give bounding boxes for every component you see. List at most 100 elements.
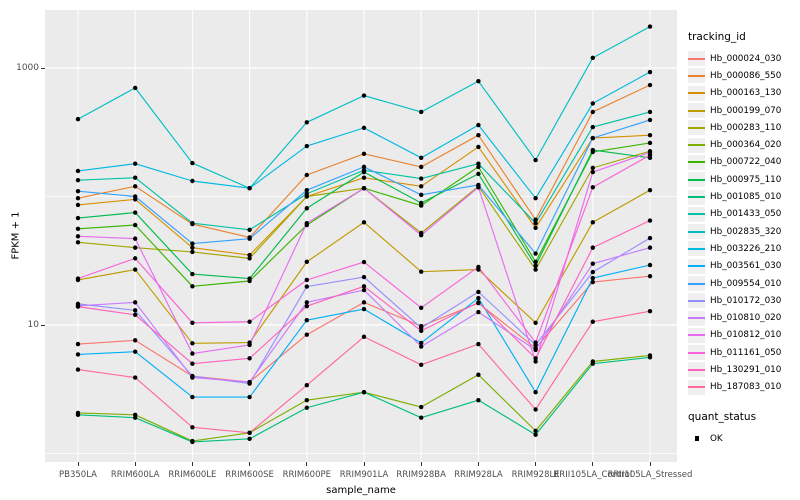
legend-items: Hb_000024_030 Hb_000086_550 Hb_000163_130 H… xyxy=(688,50,800,396)
data-point xyxy=(304,259,309,265)
data-point xyxy=(590,101,595,106)
x-tick-mark xyxy=(249,462,251,466)
data-point xyxy=(133,308,138,313)
legend-swatch xyxy=(688,51,705,67)
data-point xyxy=(419,232,424,238)
data-point xyxy=(476,300,481,305)
quant-status-label: OK xyxy=(710,433,723,444)
data-point xyxy=(419,192,424,198)
data-point xyxy=(647,109,653,115)
data-point xyxy=(75,116,81,122)
data-point xyxy=(533,225,538,231)
data-point xyxy=(361,287,367,293)
data-point xyxy=(247,276,252,281)
x-tick-label-RRIM600PE: RRIM600PE xyxy=(282,470,331,480)
data-point xyxy=(247,356,252,361)
data-point xyxy=(590,165,595,171)
data-point xyxy=(190,271,195,277)
legend-line-swatch xyxy=(688,161,705,164)
legend-item-Hb_003561_030: Hb_003561_030 xyxy=(688,258,800,275)
data-point xyxy=(133,267,138,272)
data-point xyxy=(476,164,481,170)
legend-item-Hb_001085_010: Hb_001085_010 xyxy=(688,188,800,205)
legend-title-quant-status: quant_status xyxy=(688,410,757,423)
legend-line-swatch xyxy=(688,386,705,389)
legend-label: Hb_001085_010 xyxy=(710,192,782,203)
data-point xyxy=(75,215,81,221)
x-tick-mark xyxy=(191,462,193,466)
data-point xyxy=(361,274,367,280)
data-point xyxy=(304,143,309,149)
legend-swatch xyxy=(688,103,705,119)
x-tick-label-RRIM600LE: RRIM600LE xyxy=(168,470,217,480)
data-point xyxy=(75,240,81,245)
legend-item-Hb_000722_040: Hb_000722_040 xyxy=(688,154,800,171)
data-point xyxy=(361,300,367,305)
legend-item-Hb_000364_020: Hb_000364_020 xyxy=(688,136,800,153)
legend-item-Hb_000086_550: Hb_000086_550 xyxy=(688,67,800,84)
data-point xyxy=(133,349,138,354)
data-point xyxy=(590,135,595,141)
data-point xyxy=(533,428,538,434)
data-point xyxy=(75,226,81,232)
data-point xyxy=(247,236,252,241)
data-point xyxy=(190,375,195,380)
legend-swatch xyxy=(688,310,705,326)
data-point xyxy=(133,194,138,199)
data-point xyxy=(75,234,81,239)
data-point xyxy=(247,252,252,258)
legend-label: Hb_000364_020 xyxy=(710,140,782,151)
data-point xyxy=(590,185,595,190)
x-tick-mark xyxy=(77,462,79,466)
data-point xyxy=(590,275,595,281)
data-point xyxy=(247,430,252,435)
data-point xyxy=(533,267,538,272)
data-point xyxy=(533,389,538,395)
legend-label: Hb_009554_010 xyxy=(710,278,782,289)
legend-line-swatch xyxy=(688,144,705,147)
legend-line-swatch xyxy=(688,334,705,337)
data-point xyxy=(476,132,481,138)
legend-label: Hb_003226_210 xyxy=(710,243,782,254)
legend-label: Hb_130291_010 xyxy=(710,364,782,375)
data-point xyxy=(190,245,195,250)
x-tick-label-PB350LA: PB350LA xyxy=(59,470,97,480)
legend-item-Hb_000199_070: Hb_000199_070 xyxy=(688,102,800,119)
data-point xyxy=(476,264,481,270)
data-point xyxy=(190,160,195,166)
data-point xyxy=(247,394,252,400)
quant-status-items: OK xyxy=(688,430,800,447)
legend-swatch xyxy=(688,379,705,395)
data-point xyxy=(133,338,138,343)
x-tick-mark xyxy=(306,462,308,466)
legend-line-swatch xyxy=(688,126,705,129)
data-point xyxy=(476,397,481,403)
data-point xyxy=(647,140,653,146)
data-point xyxy=(75,352,81,357)
legend-item-Hb_000975_110: Hb_000975_110 xyxy=(688,171,800,188)
data-point xyxy=(647,355,653,360)
data-point xyxy=(190,241,195,246)
data-point xyxy=(361,186,367,191)
legend-item-Hb_003226_210: Hb_003226_210 xyxy=(688,240,800,257)
data-point xyxy=(304,220,309,226)
data-point xyxy=(190,220,195,226)
legend-label: Hb_000199_070 xyxy=(710,105,782,116)
legend-item-Hb_009554_010: Hb_009554_010 xyxy=(688,275,800,292)
data-point xyxy=(590,55,595,61)
data-point xyxy=(190,178,195,184)
data-point xyxy=(75,276,81,281)
data-point xyxy=(419,200,424,206)
data-point xyxy=(533,259,538,265)
x-tick-label-RRIM901LA: RRIM901LA xyxy=(339,470,389,480)
data-point xyxy=(304,277,309,283)
data-point xyxy=(533,347,538,353)
data-point xyxy=(190,394,195,400)
data-point xyxy=(476,122,481,128)
data-point xyxy=(247,436,252,442)
legend-line-swatch xyxy=(688,57,705,60)
data-point xyxy=(304,304,309,309)
data-point xyxy=(533,263,538,268)
legend-swatch xyxy=(688,206,705,222)
data-point xyxy=(190,320,195,326)
